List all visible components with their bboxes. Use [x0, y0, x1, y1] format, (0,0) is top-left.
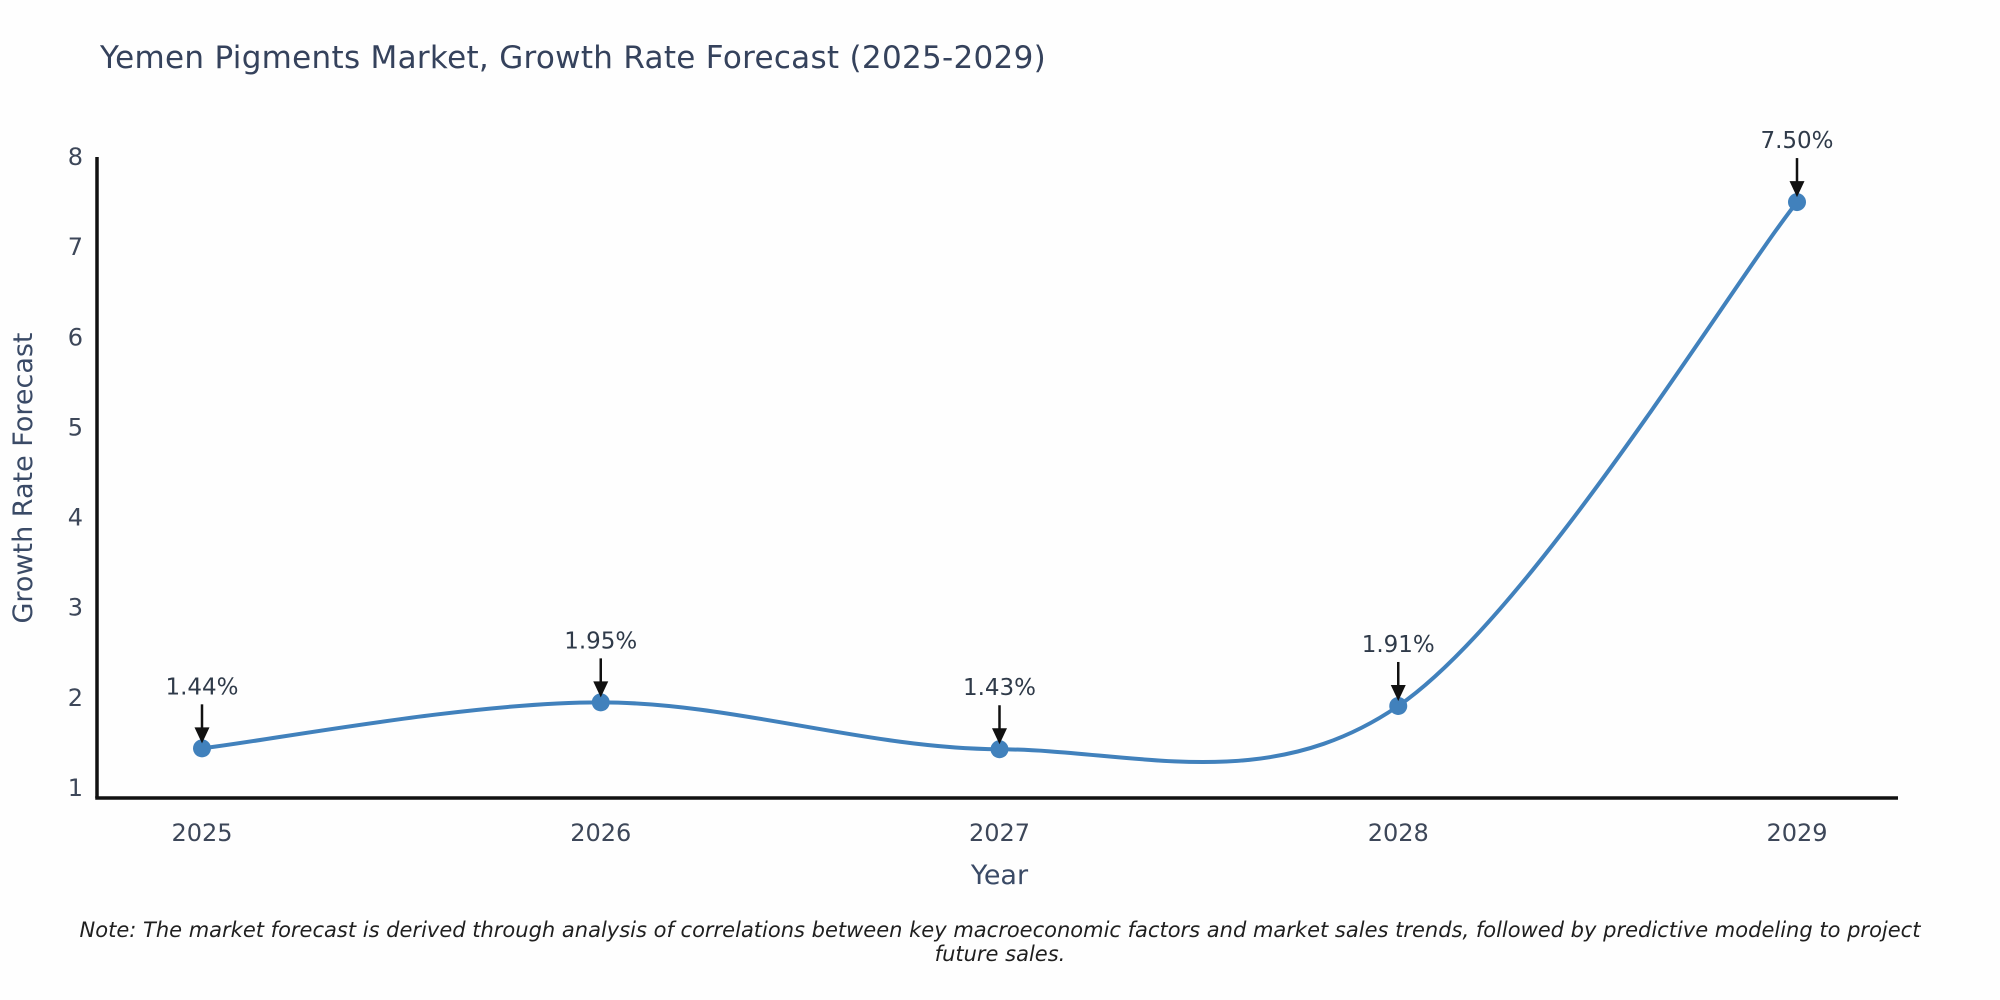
x-tick-label: 2025	[171, 819, 232, 847]
line-series	[200, 200, 1799, 765]
x-axis-title: Year	[970, 860, 1029, 891]
y-axis-title: Growth Rate Forecast	[8, 332, 39, 623]
data-point-2029	[1788, 193, 1806, 212]
chart-title: Yemen Pigments Market, Growth Rate Forec…	[100, 40, 1046, 76]
y-tick-label: 7	[68, 233, 83, 261]
annotation-label: 1.95%	[564, 628, 637, 654]
annotation-label: 1.91%	[1362, 632, 1435, 658]
data-point-2025	[193, 739, 211, 758]
x-tick-label: 2027	[969, 819, 1030, 847]
annotation-label: 1.44%	[165, 674, 238, 700]
annotation-arrow-head	[194, 727, 210, 744]
annotation-arrow-head	[1789, 181, 1805, 198]
annotation-label: 1.43%	[963, 675, 1036, 701]
x-tick-label: 2029	[1766, 819, 1827, 847]
annotation-arrow-head	[593, 681, 609, 698]
data-point-2027	[990, 740, 1009, 759]
data-point-2028	[1389, 696, 1408, 715]
data-point-2026	[591, 693, 610, 712]
annotation-arrow-head	[1390, 684, 1406, 701]
chart-footnote: Note: The market forecast is derived thr…	[79, 918, 1921, 966]
y-tick-label: 2	[68, 684, 83, 712]
x-tick-label: 2028	[1368, 819, 1429, 847]
y-tick-label: 4	[68, 504, 83, 532]
y-tick-label: 3	[68, 594, 83, 622]
y-tick-label: 5	[68, 413, 83, 441]
x-tick-label: 2026	[570, 819, 631, 847]
y-tick-label: 1	[68, 774, 83, 802]
y-tick-label: 8	[68, 143, 83, 171]
annotation-arrow-head	[992, 728, 1007, 745]
y-tick-label: 6	[68, 323, 83, 351]
annotation-label: 7.50%	[1760, 128, 1833, 154]
